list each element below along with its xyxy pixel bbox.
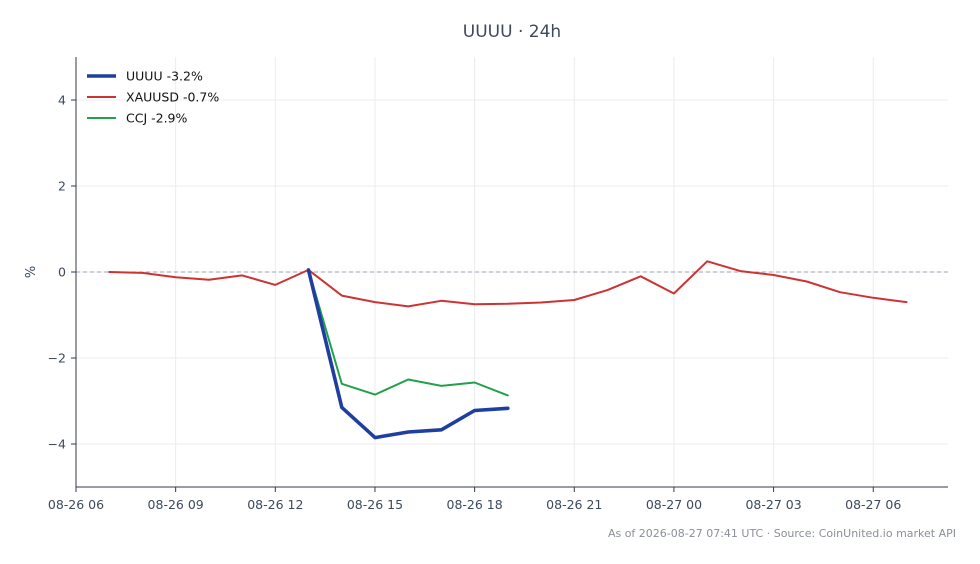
x-tick-label: 08-27 06 <box>845 497 901 512</box>
series-lines <box>108 260 908 440</box>
x-tick-label: 08-26 21 <box>546 497 602 512</box>
axes: −4 −2 0 2 4 08-26 06 08-26 09 08-26 12 08-26 15 0… <box>48 57 948 512</box>
series-line-uuuu <box>306 268 510 440</box>
x-tick-label: 08-26 18 <box>447 497 503 512</box>
series-line-ccj <box>307 268 509 397</box>
legend-label: XAUUSD -0.7% <box>126 90 219 105</box>
grid <box>75 57 948 487</box>
x-tick-label: 08-26 09 <box>148 497 204 512</box>
y-tick-label: 0 <box>58 265 66 280</box>
y-tick-label: −4 <box>48 437 66 452</box>
legend-label: CCJ -2.9% <box>126 111 188 126</box>
x-tick-label: 08-27 03 <box>745 497 801 512</box>
x-tick-label: 08-26 06 <box>48 497 104 512</box>
y-tick-label: 4 <box>58 93 66 108</box>
series-line-xauusd <box>108 260 908 308</box>
source-footer: As of 2026-08-27 07:41 UTC · Source: Coi… <box>608 527 956 540</box>
x-tick-label: 08-26 12 <box>247 497 303 512</box>
chart-title: UUUU · 24h <box>463 22 561 42</box>
y-tick-label: −2 <box>48 351 66 366</box>
x-tick-label: 08-26 15 <box>347 497 403 512</box>
y-axis-label: % <box>24 266 39 278</box>
x-tick-label: 08-27 00 <box>646 497 702 512</box>
legend-label: UUUU -3.2% <box>126 69 203 84</box>
y-tick-label: 2 <box>58 179 66 194</box>
legend: UUUU -3.2% XAUUSD -0.7% CCJ -2.9% <box>87 69 219 126</box>
